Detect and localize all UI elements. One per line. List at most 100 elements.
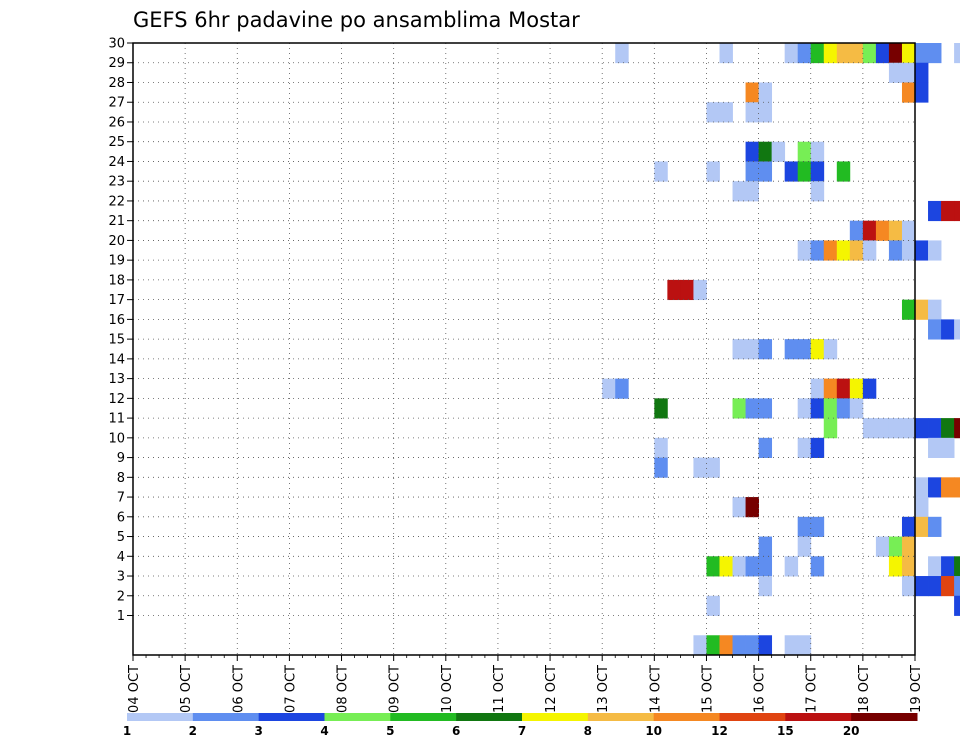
legend-swatch	[653, 713, 720, 721]
heatmap-cell	[823, 418, 838, 439]
y-tick-label: 17	[108, 293, 125, 308]
heatmap-cell	[823, 378, 838, 399]
heatmap-cell	[915, 82, 929, 103]
heatmap-cell	[810, 398, 825, 419]
heatmap-cell	[797, 437, 812, 458]
heatmap-cell	[954, 556, 960, 577]
heatmap-cell	[693, 457, 707, 478]
heatmap-cell	[901, 516, 916, 537]
heatmap-cell	[928, 477, 942, 498]
y-tick-label: 20	[108, 234, 125, 249]
x-tick-label: 13 OCT	[596, 665, 611, 713]
y-tick-label: 3	[117, 570, 125, 585]
heatmap-cell	[836, 240, 851, 261]
heatmap-cell	[954, 200, 960, 222]
heatmap-cell	[810, 141, 825, 162]
heatmap-cell	[915, 43, 929, 64]
heatmap-cell	[745, 181, 759, 202]
y-tick-label: 16	[108, 313, 125, 328]
heatmap-cell	[732, 181, 746, 202]
legend-label: 7	[518, 724, 526, 738]
heatmap-cell	[862, 418, 877, 439]
heatmap-cell	[784, 339, 799, 360]
heatmap-cell	[928, 299, 942, 320]
heatmap-cell	[941, 319, 955, 340]
heatmap-cell	[810, 437, 825, 458]
heatmap-cell	[745, 82, 759, 103]
heatmap-cell	[797, 240, 812, 261]
heatmap-cell	[706, 457, 720, 478]
y-tick-label: 24	[108, 155, 125, 170]
legend-label: 12	[711, 724, 728, 738]
heatmap-cell	[888, 220, 903, 241]
heatmap-cell	[836, 161, 851, 182]
heatmap-cell	[758, 437, 773, 458]
heatmap-cell	[797, 635, 812, 656]
x-tick-label: 17 OCT	[805, 665, 820, 713]
x-tick-label: 09 OCT	[388, 665, 403, 713]
y-tick-label: 8	[117, 471, 125, 486]
legend-label: 1	[123, 724, 131, 738]
y-tick-label: 27	[108, 96, 125, 111]
heatmap-cell	[732, 497, 746, 518]
heatmap-cell	[954, 418, 960, 439]
heatmap-cell	[758, 161, 773, 182]
chart-title: GEFS 6hr padavine po ansamblima Mostar	[133, 8, 580, 32]
heatmap-cell	[732, 398, 746, 419]
y-tick-label: 6	[117, 510, 125, 525]
y-tick-label: 1	[117, 609, 125, 624]
heatmap-cell	[901, 82, 916, 103]
heatmap-cell	[810, 556, 825, 577]
heatmap-cell	[758, 102, 773, 123]
heatmap-cell	[941, 437, 955, 458]
heatmap-cell	[888, 240, 903, 261]
legend-label: 5	[386, 724, 394, 738]
heatmap-cell	[732, 339, 746, 360]
y-axis: 1234567891011121314151617181920212223242…	[108, 37, 133, 624]
legend-swatch	[127, 713, 194, 721]
legend-swatch	[522, 713, 589, 721]
legend-swatch	[785, 713, 852, 721]
y-tick-label: 22	[108, 194, 125, 209]
heatmap-cell	[797, 516, 812, 537]
x-tick-label: 11 OCT	[492, 665, 507, 713]
y-tick-label: 23	[108, 175, 125, 190]
y-tick-label: 14	[108, 352, 125, 367]
heatmap-cell	[849, 240, 864, 261]
heatmap-cell	[915, 299, 929, 320]
heatmap-cell	[654, 398, 668, 419]
heatmap-cell	[706, 102, 720, 123]
legend-swatch	[390, 713, 457, 721]
heatmap-cell	[706, 635, 720, 656]
heatmap-cell	[810, 161, 825, 182]
heatmap-cell	[954, 43, 960, 64]
y-tick-label: 28	[108, 76, 125, 91]
x-tick-label: 07 OCT	[283, 665, 298, 713]
heatmap-cell	[693, 635, 707, 656]
heatmap-cell	[941, 576, 955, 597]
heatmap-cell	[888, 556, 903, 577]
cells-layer	[602, 43, 960, 656]
heatmap-cell	[758, 82, 773, 103]
heatmap-cell	[758, 398, 773, 419]
x-tick-label: 10 OCT	[440, 665, 455, 713]
heatmap-cell	[693, 279, 707, 301]
heatmap-cell	[888, 62, 903, 83]
y-tick-label: 18	[108, 273, 125, 288]
heatmap-cell	[719, 102, 733, 123]
heatmap-cell	[862, 220, 877, 241]
heatmap-cell	[745, 141, 759, 162]
x-tick-label: 06 OCT	[231, 665, 246, 713]
heatmap-cell	[706, 556, 720, 577]
heatmap-cell	[915, 240, 929, 261]
y-tick-label: 13	[108, 372, 125, 387]
legend: 1 2 3 4 5 6 7 8 10 12 15 20	[123, 713, 918, 738]
heatmap-cell	[784, 161, 799, 182]
heatmap-cell	[941, 418, 955, 439]
heatmap-cell	[706, 595, 720, 616]
heatmap-cell	[849, 398, 864, 419]
y-tick-label: 25	[108, 135, 125, 150]
heatmap-cell	[901, 556, 916, 577]
x-tick-label: 08 OCT	[336, 665, 351, 713]
